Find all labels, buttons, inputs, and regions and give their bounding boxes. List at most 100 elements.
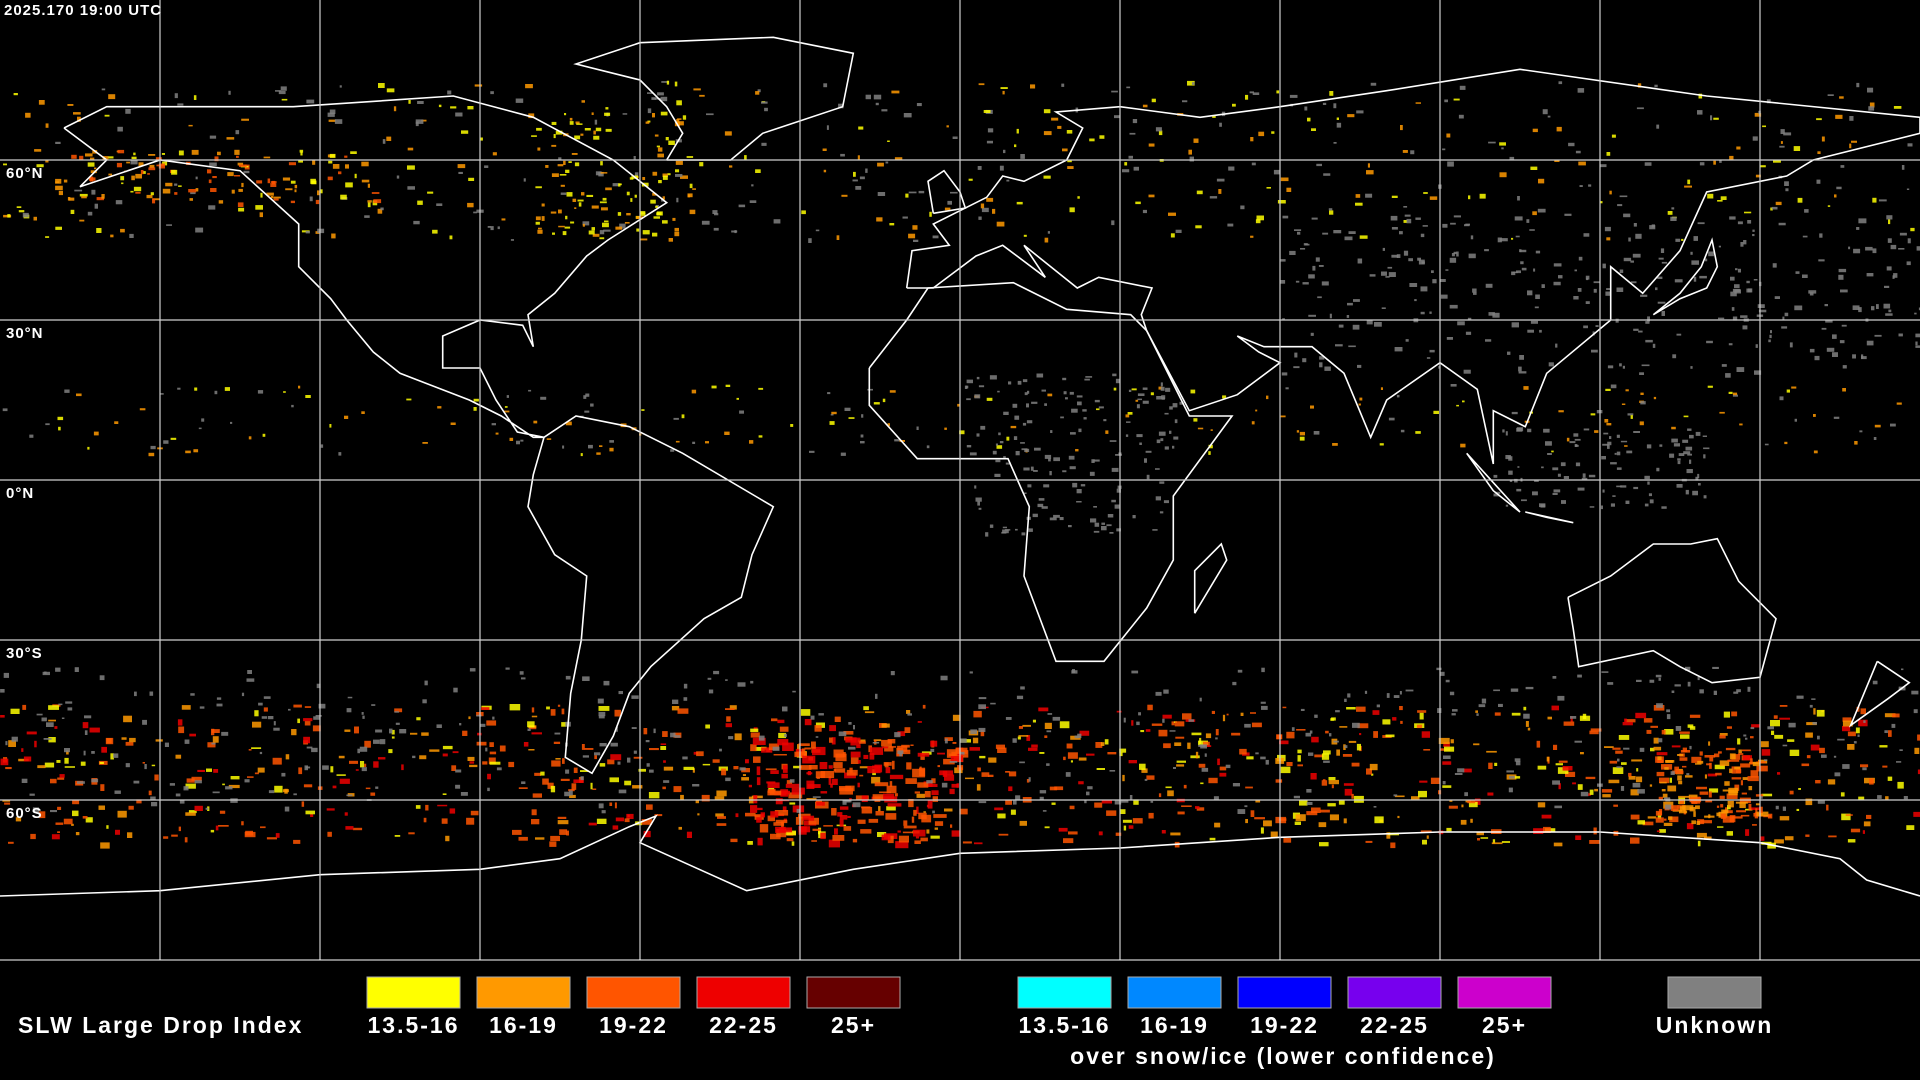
cloud-pixel [1727,759,1731,762]
cloud-pixel [1764,443,1769,446]
legend-label: 25+ [1482,1012,1527,1038]
cloud-pixel [990,702,996,705]
cloud-pixel [1155,468,1160,470]
cloud-pixel [1646,729,1652,734]
cloud-pixel [977,767,981,772]
cloud-pixel [829,421,835,425]
cloud-pixel [1433,410,1439,414]
cloud-pixel [903,820,908,826]
cloud-pixel [1675,726,1682,731]
cloud-pixel [550,709,556,716]
cloud-pixel [940,675,948,681]
cloud-pixel [199,706,205,709]
cloud-pixel [1094,522,1100,527]
cloud-pixel [1101,522,1105,525]
cloud-pixel [312,159,316,165]
cloud-pixel [527,721,535,728]
cloud-pixel [429,749,440,752]
cloud-pixel [1616,485,1622,488]
cloud-pixel [750,805,758,813]
cloud-pixel [85,153,93,157]
cloud-pixel [1740,814,1750,817]
cloud-pixel [1853,248,1861,254]
cloud-pixel [1914,312,1917,315]
cloud-pixel [806,772,813,775]
cloud-pixel [701,220,710,225]
cloud-pixel [927,783,938,787]
cloud-pixel [1801,763,1810,767]
cloud-pixel [1319,842,1329,847]
cloud-pixel [360,761,365,768]
cloud-pixel [1200,744,1207,749]
cloud-pixel [662,731,668,737]
cloud-pixel [1525,686,1534,690]
cloud-pixel [603,680,610,686]
cloud-pixel [1043,484,1050,488]
cloud-pixel [895,841,909,849]
cloud-pixel [1819,233,1823,238]
cloud-pixel [1840,165,1845,168]
cloud-pixel [1300,248,1306,250]
cloud-pixel [1240,712,1244,716]
cloud-pixel [476,714,482,717]
cloud-pixel [946,125,949,128]
cloud-pixel [1784,181,1789,186]
cloud-pixel [779,726,789,732]
cloud-pixel [267,716,274,720]
cloud-pixel [117,149,125,154]
cloud-pixel [490,226,494,231]
cloud-pixel [662,175,668,180]
cloud-pixel [1607,444,1610,449]
cloud-pixel [717,816,726,819]
cloud-pixel [131,175,135,181]
cloud-pixel [163,836,169,839]
cloud-pixel [811,840,817,842]
cloud-pixel [22,704,27,710]
cloud-pixel [1710,115,1713,121]
cloud-pixel [1069,805,1075,810]
cloud-pixel [638,768,646,772]
cloud-pixel [455,784,461,789]
cloud-pixel [1514,216,1523,221]
cloud-pixel [1237,809,1246,814]
cloud-pixel [1458,114,1464,119]
cloud-pixel [1757,304,1765,308]
cloud-pixel [13,93,18,96]
cloud-pixel [3,214,12,218]
cloud-pixel [1162,718,1165,723]
cloud-pixel [275,833,280,838]
cloud-pixel [234,149,240,155]
cloud-pixel [840,153,845,157]
cloud-pixel [1380,387,1383,390]
cloud-pixel [1523,386,1529,390]
cloud-pixel [946,749,958,758]
cloud-pixel [590,782,593,790]
cloud-pixel [87,446,90,450]
cloud-pixel [1675,238,1681,242]
cloud-pixel [1002,526,1007,529]
cloud-pixel [646,804,653,810]
cloud-pixel [1039,752,1045,754]
cloud-pixel [1848,246,1851,250]
cloud-pixel [1700,820,1712,824]
cloud-pixel [1667,211,1673,215]
cloud-pixel [1449,691,1455,696]
cloud-pixel [1671,438,1678,443]
cloud-pixel [56,760,61,763]
cloud-pixel [1849,116,1854,121]
cloud-pixel [273,727,280,731]
legend-label: 22-25 [709,1012,778,1038]
cloud-pixel [977,166,982,170]
cloud-pixel [913,239,919,242]
cloud-pixel [1715,772,1722,776]
cloud-pixel [652,113,655,118]
cloud-pixel [1632,782,1641,788]
cloud-pixel [133,780,140,784]
cloud-pixel [1554,160,1560,162]
cloud-pixel [565,769,570,774]
cloud-pixel [1321,780,1328,786]
cloud-pixel [1415,431,1421,434]
cloud-pixel [1176,764,1185,767]
cloud-pixel [1574,444,1579,447]
cloud-pixel [782,706,788,712]
